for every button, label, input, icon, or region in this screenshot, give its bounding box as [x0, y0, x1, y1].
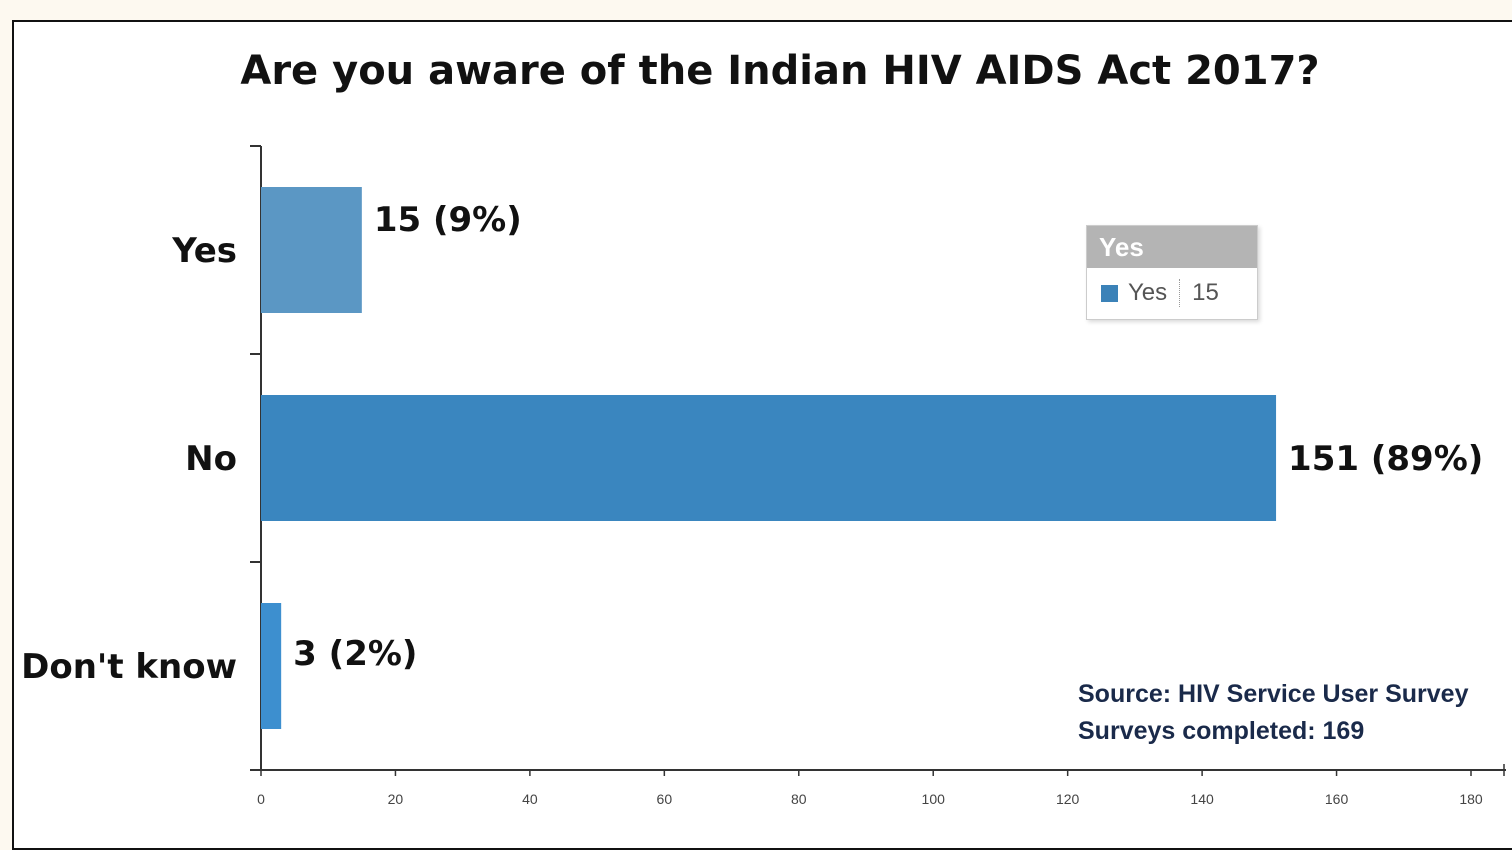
x-tick-label: 40 [522, 791, 538, 807]
category-label: No [185, 439, 237, 479]
data-label: 151 (89%) [1288, 439, 1483, 479]
tooltip-swatch-icon [1101, 284, 1118, 302]
x-tick-label: 140 [1190, 791, 1214, 807]
source-note: Source: HIV Service User Survey Surveys … [1078, 676, 1468, 750]
x-tick-label: 160 [1325, 791, 1349, 807]
bar [261, 395, 1277, 521]
data-label: 3 (2%) [293, 634, 417, 674]
x-tick-label: 60 [657, 791, 673, 807]
bar [261, 603, 282, 729]
tooltip-header: Yes [1087, 226, 1257, 268]
x-tick-label: 100 [922, 791, 946, 807]
chart-frame: Are you aware of the Indian HIV AIDS Act… [12, 20, 1512, 850]
source-line: Source: HIV Service User Survey [1078, 680, 1469, 708]
x-tick-label: 20 [388, 791, 404, 807]
category-label: Yes [171, 231, 237, 271]
x-tick-label: 80 [791, 791, 807, 807]
x-tick-label: 180 [1459, 791, 1483, 807]
bar-chart: Yes 15 (9%) No 151 (89%) Don't know 3 (2%) 0 20… [21, 145, 1506, 807]
surveys-completed-line: Surveys completed: 169 [1078, 717, 1365, 745]
tooltip-row: Yes 15 [1087, 268, 1257, 318]
data-label: 15 (9%) [374, 200, 522, 240]
chart-title: Are you aware of the Indian HIV AIDS Act… [240, 48, 1320, 94]
hover-tooltip: Yes Yes 15 [1086, 225, 1258, 320]
x-tick-label: 0 [257, 791, 265, 807]
tooltip-value: 15 [1192, 279, 1219, 306]
x-tick-label: 120 [1056, 791, 1080, 807]
bar [261, 187, 362, 313]
tooltip-series-name: Yes [1128, 279, 1181, 307]
category-label: Don't know [21, 647, 237, 687]
